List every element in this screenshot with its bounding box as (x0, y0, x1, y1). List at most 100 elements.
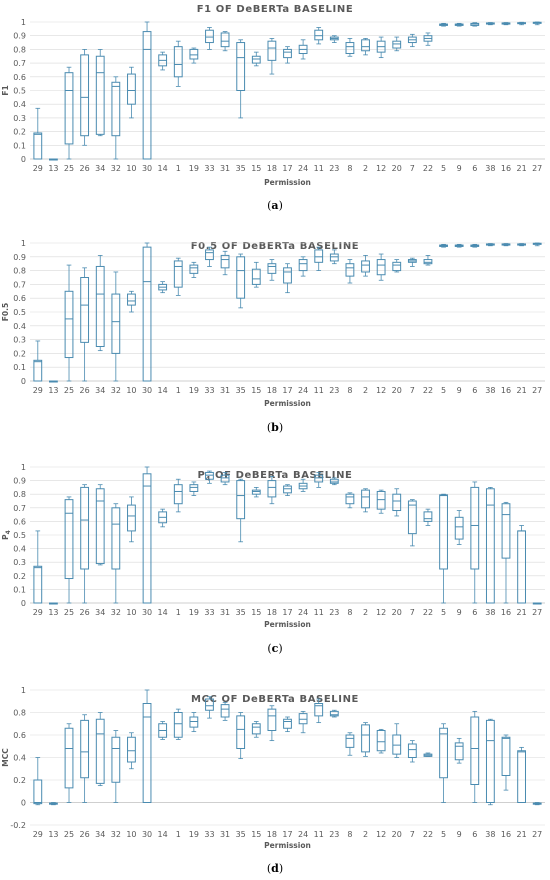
x-tick-label: 27 (532, 386, 542, 395)
y-tick-label: 0.4 (13, 545, 26, 554)
box-body (345, 263, 355, 277)
box-body (470, 486, 480, 570)
x-tick-label: 35 (236, 830, 246, 839)
x-tick-label: 27 (532, 608, 542, 617)
x-tick-label: 7 (410, 164, 415, 173)
chart-panel-4: MCC OF DeBERTa BASELINE -0.2 0 0.2 0.4 0.6 0.8… (1, 686, 545, 875)
x-axis-label: Permission (264, 178, 311, 187)
x-tick-label: 20 (392, 608, 402, 617)
box-23 (329, 249, 339, 265)
box-body (329, 253, 339, 262)
x-tick-label: 14 (158, 830, 168, 839)
box-7 (407, 740, 417, 763)
box-body (173, 46, 183, 78)
box-27 (532, 21, 542, 26)
x-tick-label: 9 (457, 164, 462, 173)
panel-caption: (b) (267, 421, 283, 434)
box-body (314, 703, 324, 717)
x-tick-label: 6 (472, 386, 477, 395)
x-tick-label: 38 (485, 830, 495, 839)
x-tick-label: 34 (95, 164, 105, 173)
box-24 (298, 710, 308, 734)
box-body (251, 723, 261, 735)
box-27 (532, 242, 542, 247)
x-axis-label: Permission (264, 620, 311, 629)
box-body (283, 485, 292, 494)
x-tick-label: 30 (142, 830, 152, 839)
x-tick-label: 19 (189, 830, 199, 839)
box-22 (423, 752, 433, 757)
x-tick-label: 8 (347, 608, 352, 617)
box-23 (329, 477, 339, 486)
x-tick-label: 13 (48, 386, 58, 395)
x-tick-label: 20 (392, 386, 402, 395)
box-15 (251, 51, 261, 67)
box-13 (49, 802, 58, 806)
box-12 (376, 253, 386, 281)
x-tick-label: 16 (501, 164, 511, 173)
box-20 (392, 723, 402, 758)
y-tick-label: 0.6 (13, 517, 26, 526)
box-body (267, 708, 277, 731)
y-tick-label: 0.9 (13, 477, 26, 486)
x-tick-label: 24 (298, 386, 308, 395)
box-body (298, 713, 308, 725)
box-12 (376, 489, 386, 514)
x-tick-label: 7 (410, 386, 415, 395)
y-tick-label: 0.9 (13, 32, 26, 41)
x-tick-label: 20 (392, 164, 402, 173)
box-31 (220, 31, 230, 52)
box-body (485, 719, 495, 803)
box-body (345, 493, 355, 505)
x-tick-label: 32 (111, 830, 121, 839)
box-body (127, 73, 136, 105)
box-body (80, 486, 90, 570)
box-body (361, 39, 370, 52)
x-tick-label: 2 (363, 164, 368, 173)
box-8 (345, 732, 355, 756)
box-body (267, 263, 277, 274)
x-tick-label: 32 (111, 608, 121, 617)
y-tick-label: 0.4 (13, 100, 26, 109)
x-tick-label: 17 (282, 164, 292, 173)
box-26 (80, 267, 90, 382)
box-35 (236, 253, 246, 309)
box-body (189, 264, 199, 274)
box-8 (345, 38, 355, 57)
x-tick-label: 10 (126, 830, 136, 839)
box-1 (173, 708, 183, 740)
x-tick-label: 26 (80, 386, 90, 395)
box-body (236, 480, 246, 520)
y-tick-label: 1 (21, 686, 26, 695)
box-body (64, 290, 74, 359)
box-21 (517, 243, 526, 247)
y-tick-label: 0.5 (13, 531, 26, 540)
box-body (298, 259, 308, 272)
x-tick-label: 35 (236, 386, 246, 395)
box-body (251, 268, 261, 285)
box-body (33, 359, 43, 382)
box-19 (189, 261, 199, 278)
y-tick-label: 1 (21, 463, 26, 472)
box-29 (33, 757, 43, 806)
y-tick-label: 0.1 (13, 585, 26, 594)
box-30 (142, 21, 152, 160)
x-tick-label: 38 (485, 386, 495, 395)
box-body (407, 500, 417, 535)
box-body (127, 736, 136, 763)
x-tick-label: 25 (64, 608, 74, 617)
x-tick-label: 33 (204, 386, 214, 395)
box-29 (33, 530, 43, 604)
box-body (173, 260, 183, 288)
box-30 (142, 242, 152, 382)
y-tick-label: 0.8 (13, 45, 26, 54)
y-tick-label: 0 (21, 155, 26, 164)
box-38 (485, 718, 495, 806)
x-tick-label: 29 (33, 830, 43, 839)
x-tick-label: 21 (516, 608, 526, 617)
x-tick-label: 1 (176, 386, 181, 395)
box-14 (158, 281, 168, 294)
x-tick-label: 6 (472, 830, 477, 839)
box-6 (470, 243, 480, 248)
box-16 (501, 501, 511, 604)
